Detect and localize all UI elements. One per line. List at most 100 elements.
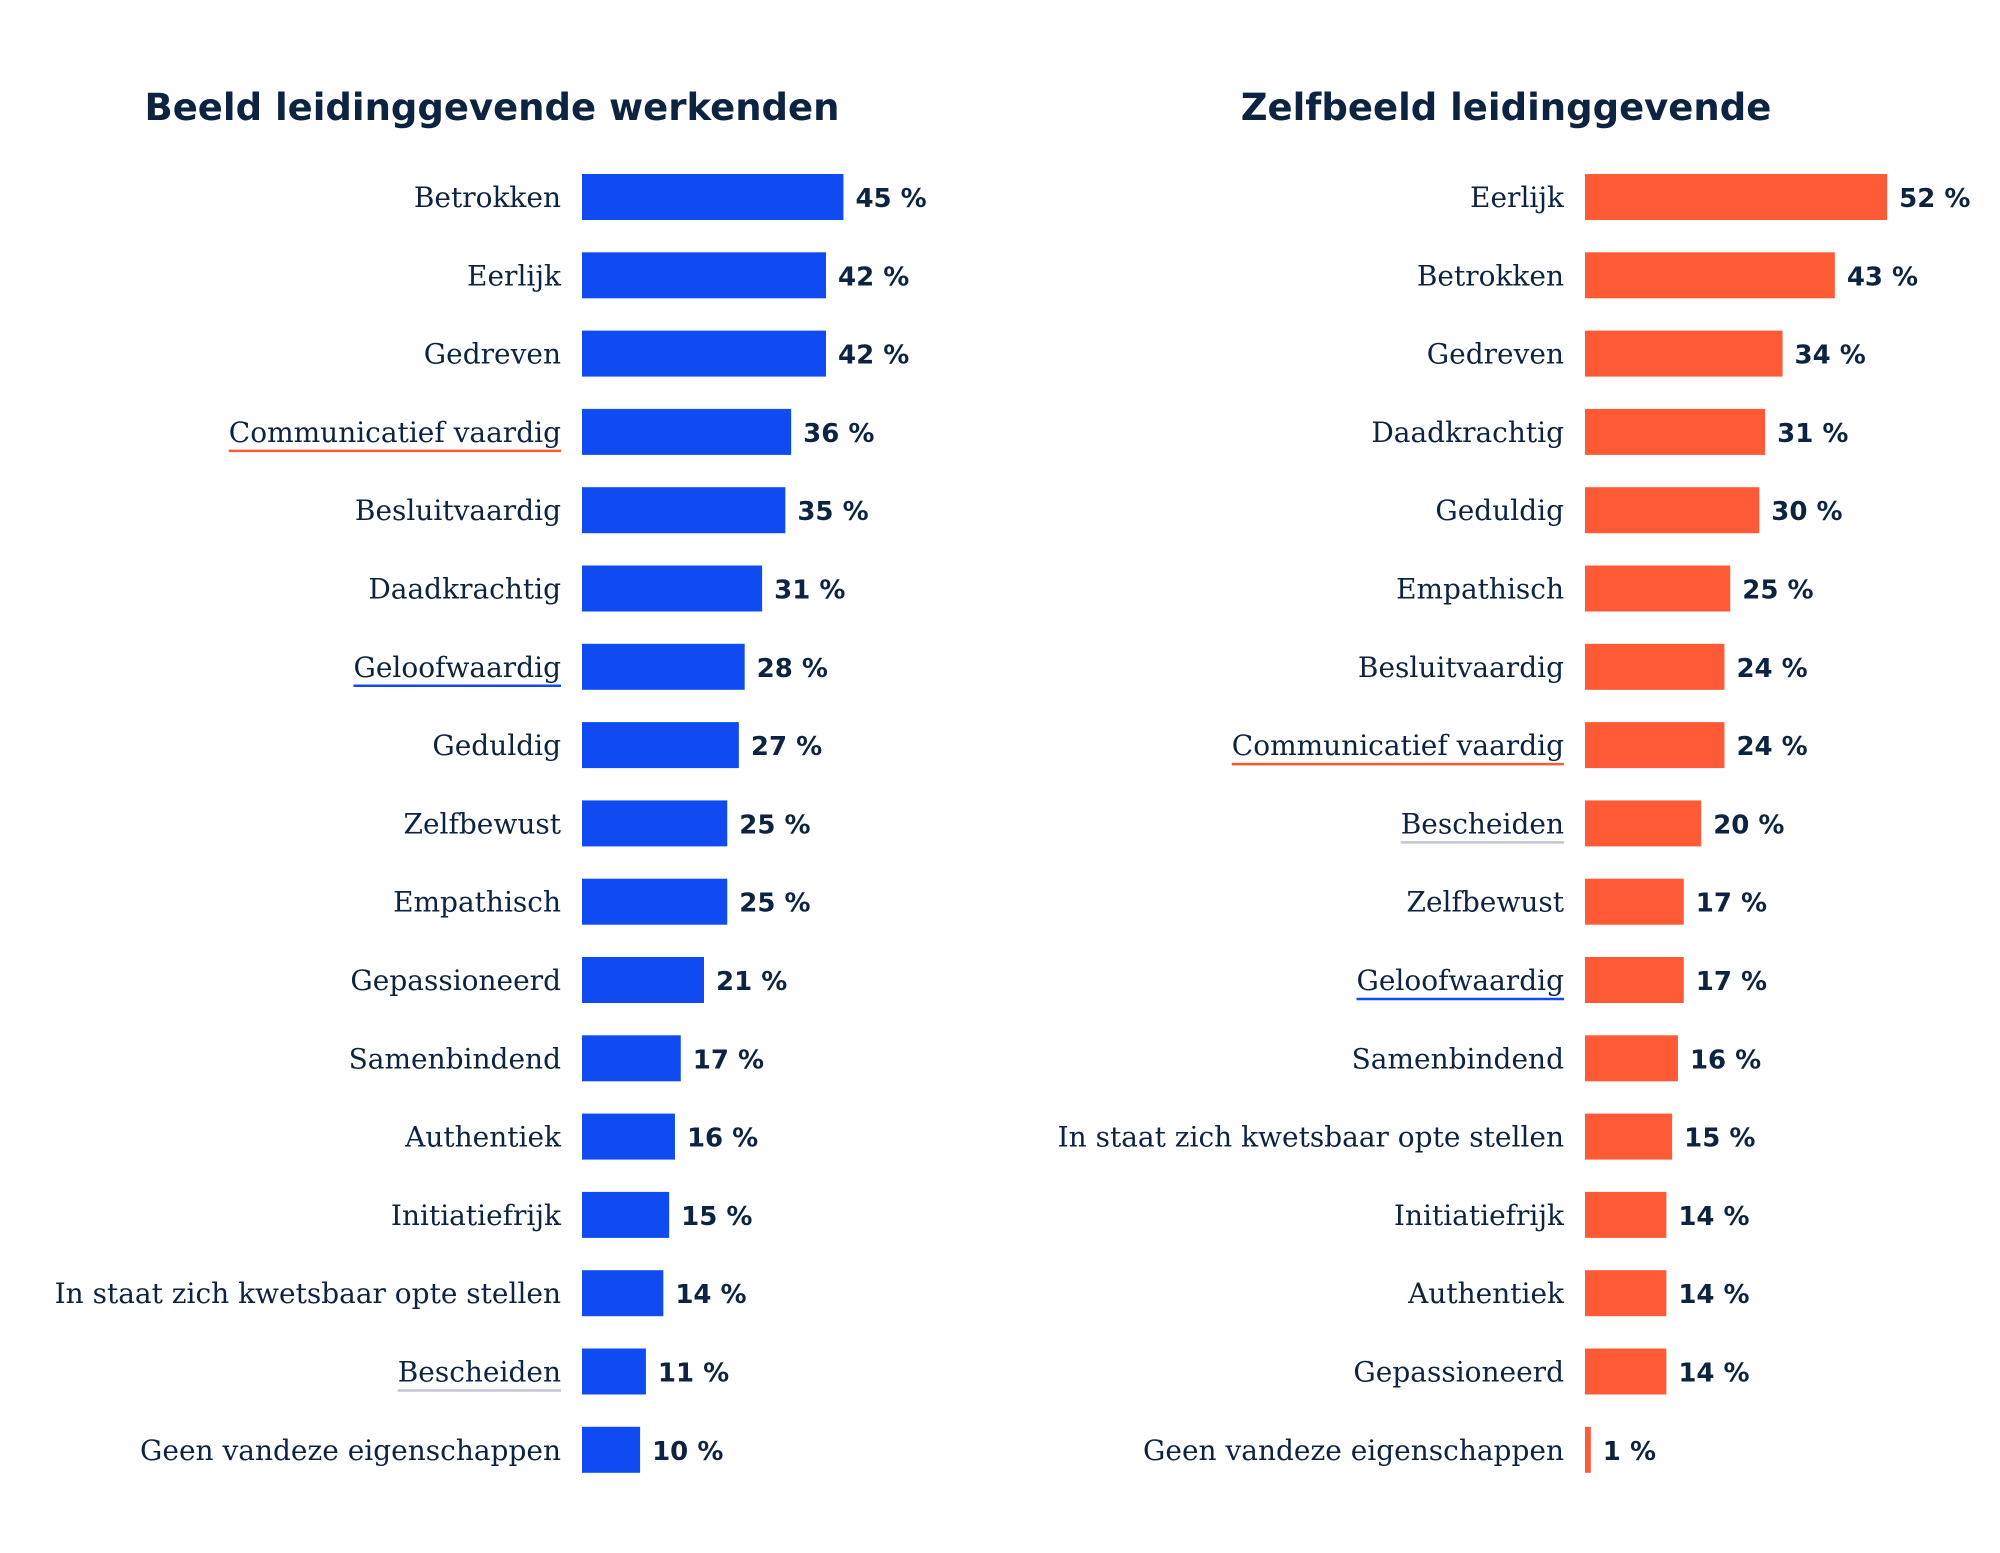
category-label: Geloofwaardig	[1356, 964, 1564, 997]
bar-row: Besluitvaardig 35 %	[355, 487, 869, 534]
category-label: Betrokken	[414, 181, 561, 214]
value-label: 14 %	[1678, 1359, 1749, 1389]
bar	[582, 878, 728, 925]
category-label: Geen vandeze eigenschappen	[140, 1434, 561, 1467]
bar-row: In staat zich kwetsbaar opte stellen 14 %	[55, 1270, 747, 1317]
bar	[582, 800, 728, 847]
bar	[1585, 1270, 1667, 1317]
category-label: Bescheiden	[1401, 807, 1564, 840]
value-label: 43 %	[1847, 262, 1918, 292]
bar	[582, 1113, 675, 1160]
bar	[1585, 174, 1888, 220]
bar	[582, 330, 827, 377]
bar-row: Initiatiefrijk 14 %	[1394, 1191, 1750, 1238]
bar-row: Bescheiden 11 %	[397, 1348, 729, 1395]
category-label: Besluitvaardig	[1358, 651, 1564, 684]
bar-row: Daadkrachtig 31 %	[368, 565, 845, 612]
category-label: Geen vandeze eigenschappen	[1143, 1434, 1564, 1467]
value-label: 42 %	[838, 341, 909, 371]
value-label: 20 %	[1713, 810, 1784, 840]
category-label: Gepassioneerd	[1353, 1356, 1564, 1389]
bar	[1585, 800, 1702, 847]
chart-title: Beeld leidinggevende werkenden	[145, 86, 840, 129]
category-label: Communicatief vaardig	[1232, 729, 1564, 762]
bar	[1585, 1426, 1591, 1473]
bar	[1585, 1035, 1678, 1082]
bar-row: Zelfbewust 17 %	[1407, 878, 1767, 925]
value-label: 31 %	[1777, 419, 1848, 449]
value-label: 42 %	[838, 262, 909, 292]
category-label: Geduldig	[432, 729, 561, 762]
bar-row: Gepassioneerd 14 %	[1353, 1348, 1750, 1395]
bar	[1585, 643, 1725, 690]
value-label: 17 %	[693, 1045, 764, 1075]
category-label: Daadkrachtig	[1371, 416, 1564, 449]
chart-panel-2: Zelfbeeld leidinggevende Eerlijk 52 % Betro…	[1058, 86, 1970, 1473]
bar-row: Samenbindend 17 %	[349, 1035, 764, 1082]
category-label: Geduldig	[1435, 494, 1564, 527]
bar	[1585, 1113, 1673, 1160]
bar	[582, 1191, 670, 1238]
value-label: 45 %	[855, 184, 926, 214]
bar	[1585, 1348, 1667, 1395]
bar-row: Gepassioneerd 21 %	[350, 957, 787, 1003]
bar	[1585, 487, 1760, 534]
bar-row: Communicatief vaardig 36 %	[228, 408, 874, 455]
bar	[582, 643, 745, 690]
bar	[582, 1035, 681, 1082]
value-label: 15 %	[681, 1202, 752, 1232]
category-label: Zelfbewust	[1407, 886, 1565, 919]
bar-row: Besluitvaardig 24 %	[1358, 643, 1808, 690]
category-label: Initiatiefrijk	[391, 1199, 562, 1232]
bar-row: Communicatief vaardig 24 %	[1231, 722, 1808, 769]
bar	[582, 1270, 664, 1317]
value-label: 24 %	[1736, 732, 1807, 762]
bar	[582, 408, 792, 455]
bar	[1585, 330, 1783, 377]
category-label: Communicatief vaardig	[229, 416, 561, 449]
value-label: 52 %	[1899, 184, 1970, 214]
bar-row: Daadkrachtig 31 %	[1371, 408, 1848, 455]
value-label: 17 %	[1696, 967, 1767, 997]
category-label: Gepassioneerd	[350, 964, 561, 997]
value-label: 16 %	[1690, 1045, 1761, 1075]
bar	[582, 174, 844, 220]
value-label: 14 %	[1678, 1280, 1749, 1310]
bar	[582, 487, 786, 534]
category-label: Initiatiefrijk	[1394, 1199, 1565, 1232]
category-label: Geloofwaardig	[353, 651, 561, 684]
bar-row: Geen vandeze eigenschappen 1 %	[1143, 1426, 1656, 1473]
bar-row: Geloofwaardig 28 %	[353, 643, 828, 690]
bar-row: Geloofwaardig 17 %	[1356, 957, 1767, 1003]
bar	[582, 957, 705, 1003]
category-label: In staat zich kwetsbaar opte stellen	[1058, 1121, 1564, 1154]
value-label: 10 %	[652, 1437, 723, 1467]
bar-row: Betrokken 45 %	[414, 174, 927, 220]
value-label: 14 %	[1678, 1202, 1749, 1232]
chart-panel-1: Beeld leidinggevende werkenden Betrokken 4…	[55, 86, 927, 1473]
category-label: Gedreven	[424, 338, 561, 371]
bar	[1585, 722, 1725, 769]
value-label: 27 %	[751, 732, 822, 762]
value-label: 34 %	[1795, 341, 1866, 371]
bar-row: Betrokken 43 %	[1417, 252, 1918, 299]
category-label: Besluitvaardig	[355, 494, 561, 527]
bar-row: Initiatiefrijk 15 %	[391, 1191, 752, 1238]
bar	[582, 1348, 646, 1395]
category-label: Samenbindend	[1352, 1042, 1564, 1075]
bar	[1585, 252, 1835, 299]
bar-row: In staat zich kwetsbaar opte stellen 15 %	[1058, 1113, 1755, 1160]
category-label: Authentiek	[1407, 1277, 1565, 1310]
bar	[1585, 408, 1766, 455]
value-label: 25 %	[739, 810, 810, 840]
bar	[1585, 878, 1684, 925]
bar-row: Empathisch 25 %	[393, 878, 811, 925]
category-label: Zelfbewust	[404, 807, 562, 840]
value-label: 25 %	[739, 889, 810, 919]
bar-row: Geduldig 30 %	[1435, 487, 1843, 534]
bar	[582, 565, 763, 612]
value-label: 21 %	[716, 967, 787, 997]
category-label: Empathisch	[393, 886, 561, 919]
